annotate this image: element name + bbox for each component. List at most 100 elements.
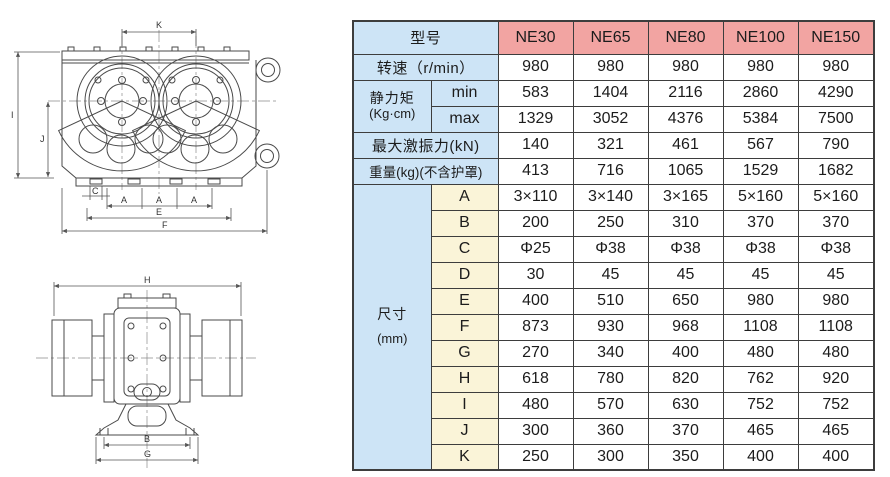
value-cell: 1529 xyxy=(722,157,799,185)
value-cell: 968 xyxy=(647,313,724,341)
value-cell: 400 xyxy=(647,339,724,367)
value-cell: 1404 xyxy=(572,79,649,107)
value-cell: 480 xyxy=(797,339,875,367)
value-cell: 370 xyxy=(797,209,875,237)
weight-row-label: 重量(kg)(不含护罩) xyxy=(352,157,499,185)
model-ne100: NE100 xyxy=(722,20,799,55)
value-cell: 980 xyxy=(497,53,574,81)
value-cell: 480 xyxy=(497,391,574,419)
value-cell: 618 xyxy=(497,365,574,393)
table-row: I 480 570 630 752 752 xyxy=(353,391,875,419)
value-cell: 980 xyxy=(722,53,799,81)
table-row: B 200 250 310 370 370 xyxy=(353,209,875,237)
dim-key-f: F xyxy=(430,313,499,341)
model-ne30: NE30 xyxy=(497,20,574,55)
value-cell: 370 xyxy=(647,417,724,445)
value-cell: 3×110 xyxy=(497,183,574,211)
dim-key-e: E xyxy=(430,287,499,315)
value-cell: Φ38 xyxy=(722,235,799,263)
dim-key-a: A xyxy=(430,183,499,211)
dim-label-g: G xyxy=(144,449,151,459)
value-cell: 570 xyxy=(572,391,649,419)
value-cell: 820 xyxy=(647,365,724,393)
value-cell: 3×140 xyxy=(572,183,649,211)
value-cell: 360 xyxy=(572,417,649,445)
min-label: min xyxy=(430,79,499,107)
value-cell: 510 xyxy=(572,287,649,315)
value-cell: 980 xyxy=(647,53,724,81)
value-cell: 980 xyxy=(572,53,649,81)
dim-label-a1: A xyxy=(121,195,127,205)
value-cell: 465 xyxy=(722,417,799,445)
dim-label-i: I xyxy=(11,110,14,120)
dimensions-group-label: 尺寸 (mm) xyxy=(352,183,432,471)
value-cell: 340 xyxy=(572,339,649,367)
side-view-centerlines xyxy=(36,290,256,468)
value-cell: 7500 xyxy=(797,105,875,133)
table-row: J 300 360 370 465 465 xyxy=(353,417,875,445)
value-cell: 5×160 xyxy=(797,183,875,211)
value-cell: 3052 xyxy=(572,105,649,133)
front-view-dimensions xyxy=(14,29,268,234)
exciter-housing-outline xyxy=(57,46,261,187)
dim-label-c: C xyxy=(92,186,99,196)
dim-key-g: G xyxy=(430,339,499,367)
dim-key-j: J xyxy=(430,417,499,445)
table-row: D 30 45 45 45 45 xyxy=(353,261,875,289)
value-cell: 5×160 xyxy=(722,183,799,211)
value-cell: 4376 xyxy=(647,105,724,133)
lifting-eye-icon xyxy=(254,57,281,169)
value-cell: 1065 xyxy=(647,157,724,185)
value-cell: 480 xyxy=(722,339,799,367)
dimensions-title: 尺寸 xyxy=(377,306,408,323)
value-cell: Φ25 xyxy=(497,235,574,263)
model-ne80: NE80 xyxy=(647,20,724,55)
dim-label-h: H xyxy=(144,275,151,285)
table-row: 尺寸 (mm) A 3×110 3×140 3×165 5×160 5×160 xyxy=(352,183,875,471)
value-cell: 300 xyxy=(497,417,574,445)
value-cell: 140 xyxy=(497,131,574,159)
dimensions-unit: (mm) xyxy=(377,331,408,347)
static-moment-title: 静力矩 xyxy=(369,90,415,107)
value-cell: 465 xyxy=(797,417,875,445)
dim-key-b: B xyxy=(430,209,499,237)
static-moment-unit: (Kg·cm) xyxy=(369,105,416,121)
value-cell: 1329 xyxy=(497,105,574,133)
model-ne150: NE150 xyxy=(797,20,875,55)
value-cell: 2860 xyxy=(722,79,799,107)
value-cell: Φ38 xyxy=(647,235,724,263)
value-cell: 980 xyxy=(797,287,875,315)
value-cell: 980 xyxy=(722,287,799,315)
value-cell: 30 xyxy=(497,261,574,289)
value-cell: 630 xyxy=(647,391,724,419)
table-row: max 1329 3052 4376 5384 7500 xyxy=(353,105,875,133)
value-cell: 45 xyxy=(572,261,649,289)
value-cell: 321 xyxy=(572,131,649,159)
side-view-drawing: H B G xyxy=(36,275,256,468)
value-cell: 350 xyxy=(647,443,724,471)
static-moment-label: 静力矩 (Kg·cm) xyxy=(352,79,432,133)
dim-key-d: D xyxy=(430,261,499,289)
table-row: F 873 930 968 1108 1108 xyxy=(353,313,875,341)
value-cell: 270 xyxy=(497,339,574,367)
dim-key-h: H xyxy=(430,365,499,393)
value-cell: 752 xyxy=(797,391,875,419)
front-view-centerlines xyxy=(48,30,276,194)
value-cell: 310 xyxy=(647,209,724,237)
value-cell: 790 xyxy=(797,131,875,159)
value-cell: 5384 xyxy=(722,105,799,133)
value-cell: 250 xyxy=(497,443,574,471)
value-cell: 780 xyxy=(572,365,649,393)
value-cell: 583 xyxy=(497,79,574,107)
dim-key-c: C xyxy=(430,235,499,263)
front-view-drawing: K I J C A A A E F xyxy=(11,20,281,234)
table-row: 重量(kg)(不含护罩) 413 716 1065 1529 1682 xyxy=(352,157,875,185)
dim-key-i: I xyxy=(430,391,499,419)
side-view-dimensions xyxy=(53,282,242,464)
max-label: max xyxy=(430,105,499,133)
value-cell: 370 xyxy=(722,209,799,237)
dim-label-f: F xyxy=(162,220,168,230)
table-row: 最大激振力(kN) 140 321 461 567 790 xyxy=(352,131,875,159)
value-cell: 200 xyxy=(497,209,574,237)
value-cell: 1108 xyxy=(797,313,875,341)
